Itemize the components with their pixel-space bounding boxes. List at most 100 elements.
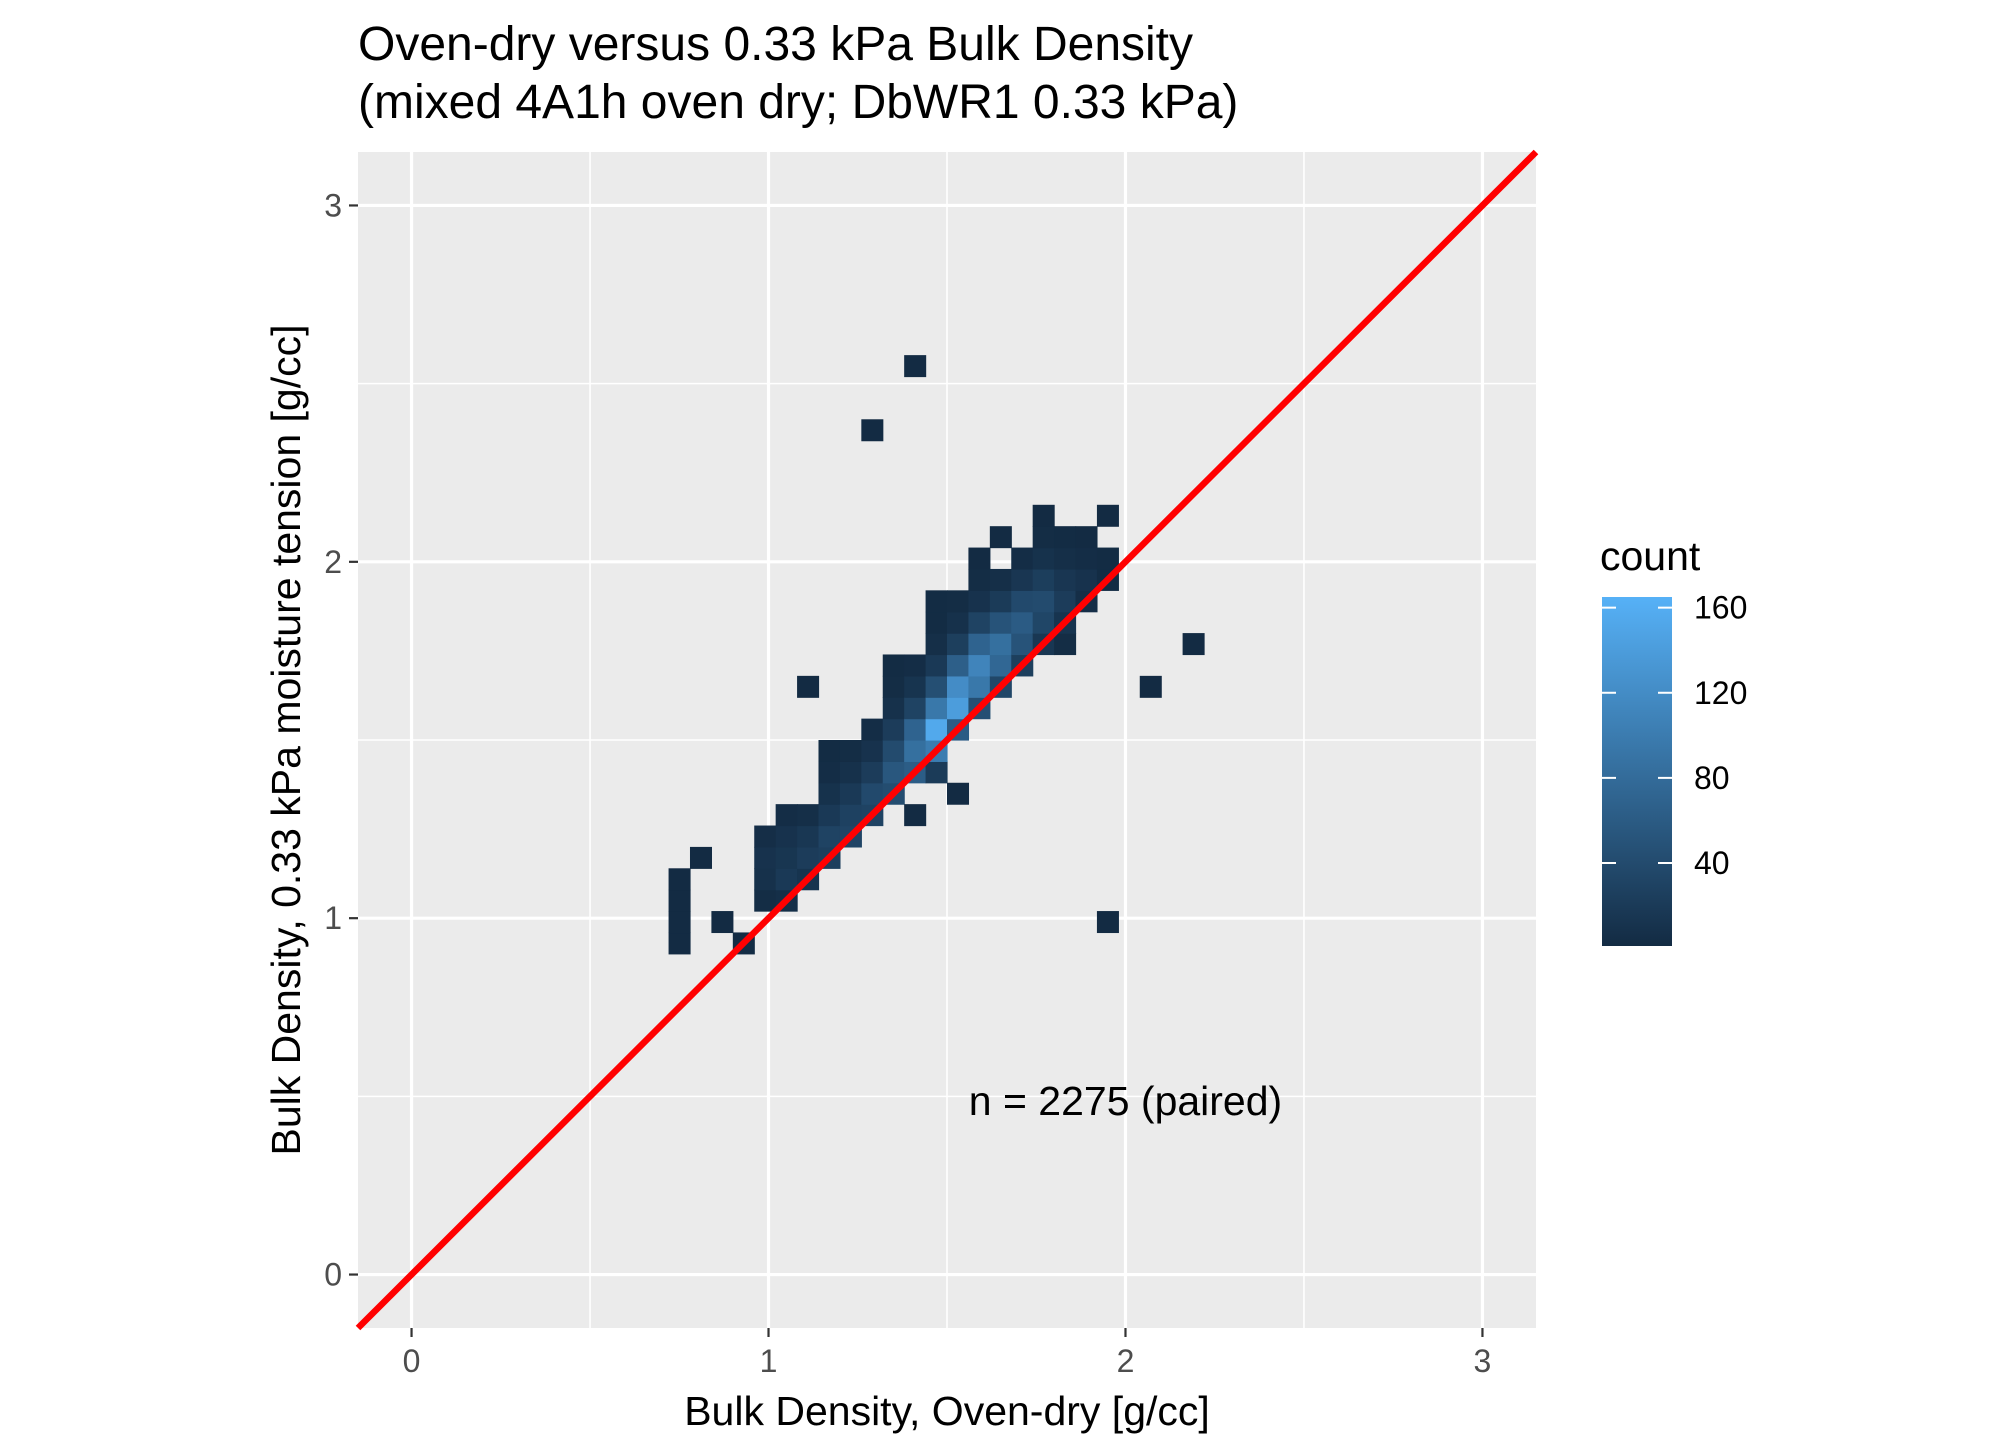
heatmap-bin	[839, 782, 862, 805]
heatmap-bin	[775, 846, 798, 869]
heatmap-bin	[797, 846, 820, 869]
heatmap-bin	[968, 654, 991, 677]
heatmap-bin	[1011, 611, 1034, 634]
y-tick-label: 1	[324, 900, 342, 936]
heatmap-bin	[925, 633, 948, 656]
heatmap-bin	[839, 740, 862, 762]
heatmap-bin	[989, 633, 1012, 656]
legend-ticks: 40 80 120 160	[1602, 590, 1747, 881]
heatmap-bin	[861, 419, 884, 442]
y-tick-label: 0	[324, 1257, 342, 1293]
heatmap-bin	[754, 868, 777, 891]
heatmap-bin	[1011, 547, 1034, 570]
heatmap-bin	[904, 355, 927, 378]
heatmap-bin	[797, 825, 820, 848]
legend: count 40 80 120 160	[1600, 533, 1747, 946]
heatmap-bin	[968, 568, 991, 591]
heatmap-bin	[1096, 504, 1119, 527]
heatmap-bin	[775, 804, 798, 827]
heatmap-bin	[861, 718, 884, 741]
heatmap-bin	[818, 804, 841, 827]
heatmap-bin	[1032, 526, 1055, 549]
heatmap-bin	[668, 868, 691, 891]
heatmap-bin	[904, 718, 927, 741]
heatmap-bin	[797, 675, 820, 698]
heatmap-bin	[754, 825, 777, 848]
heatmap-bin	[1032, 568, 1055, 591]
y-tick-label: 2	[324, 544, 342, 580]
heatmap-bin	[1032, 611, 1055, 634]
heatmap-bin	[989, 590, 1012, 613]
heatmap-bin	[1096, 911, 1119, 934]
heatmap-bin	[1054, 568, 1077, 591]
heatmap-bin	[839, 804, 862, 827]
heatmap-bin	[904, 675, 927, 698]
heatmap-bin	[1182, 633, 1205, 656]
y-tick-label: 3	[324, 187, 342, 223]
heatmap-bin	[1032, 504, 1055, 527]
heatmap-bin	[1054, 547, 1077, 570]
heatmap-bin	[947, 782, 970, 805]
heatmap-bin	[861, 740, 884, 762]
y-axis-title: Bulk Density, 0.33 kPa moisture tension …	[263, 324, 309, 1155]
heatmap-bin	[668, 889, 691, 912]
heatmap-bin	[775, 868, 798, 891]
heatmap-bin	[1139, 675, 1162, 698]
heatmap-bin	[925, 718, 948, 741]
x-tick-label: 2	[1117, 1343, 1135, 1379]
heatmap-bin	[968, 590, 991, 613]
heatmap-bin	[947, 633, 970, 656]
heatmap-bin	[797, 804, 820, 827]
heatmap-bin	[1054, 526, 1077, 549]
reference-line-group	[355, 149, 1539, 1331]
heatmap-bin	[989, 568, 1012, 591]
heatmap-bin	[989, 611, 1012, 634]
heatmap-bin	[1054, 633, 1077, 656]
sample-size-annotation: n = 2275 (paired)	[969, 1078, 1282, 1124]
heatmap-bin	[754, 889, 777, 912]
heatmap-bin	[947, 675, 970, 698]
heatmap-bin	[861, 782, 884, 805]
heatmap-bin	[818, 825, 841, 848]
x-axis-ticks: 0 1 2 3	[403, 1328, 1491, 1379]
heatmap-bin	[818, 761, 841, 784]
legend-title: count	[1600, 533, 1701, 579]
heatmap-bin	[668, 911, 691, 934]
heatmap-bin	[925, 590, 948, 613]
legend-colorbar	[1602, 597, 1672, 946]
legend-tick-label: 120	[1694, 675, 1747, 711]
heatmap-bin	[925, 761, 948, 784]
heatmap-bin	[904, 654, 927, 677]
heatmap-bin	[904, 697, 927, 720]
heatmap-bin	[904, 740, 927, 762]
heatmap-bin	[968, 633, 991, 656]
heatmap-bin	[882, 718, 905, 741]
heatmap-bin	[925, 675, 948, 698]
heatmap-bin	[968, 675, 991, 698]
heatmap-bin	[925, 611, 948, 634]
heatmap-bin	[968, 547, 991, 570]
heatmap-bin	[968, 611, 991, 634]
heatmap-bin	[1075, 526, 1098, 549]
y-axis-ticks: 0 1 2 3	[324, 187, 358, 1293]
heatmap-bin	[839, 761, 862, 784]
heatmap-bin	[818, 740, 841, 762]
heatmap-bin	[989, 526, 1012, 549]
heatmap-bin	[1054, 590, 1077, 613]
heatmap-bin	[989, 654, 1012, 677]
heatmap-bin	[1032, 590, 1055, 613]
heatmap-bin	[882, 761, 905, 784]
heatmap-bin	[1032, 547, 1055, 570]
heatmap-bin	[1011, 568, 1034, 591]
heatmap-bin	[711, 911, 734, 934]
heatmap-bin	[1011, 633, 1034, 656]
heatmap-bin	[925, 697, 948, 720]
heatmap-bin	[775, 825, 798, 848]
heatmap-bin	[947, 590, 970, 613]
heatmap-bin	[861, 761, 884, 784]
x-tick-label: 1	[760, 1343, 778, 1379]
x-axis-title: Bulk Density, Oven-dry [g/cc]	[684, 1388, 1210, 1434]
heatmap-bin	[882, 675, 905, 698]
chart-title-line-2: (mixed 4A1h oven dry; DbWR1 0.33 kPa)	[358, 76, 1238, 129]
